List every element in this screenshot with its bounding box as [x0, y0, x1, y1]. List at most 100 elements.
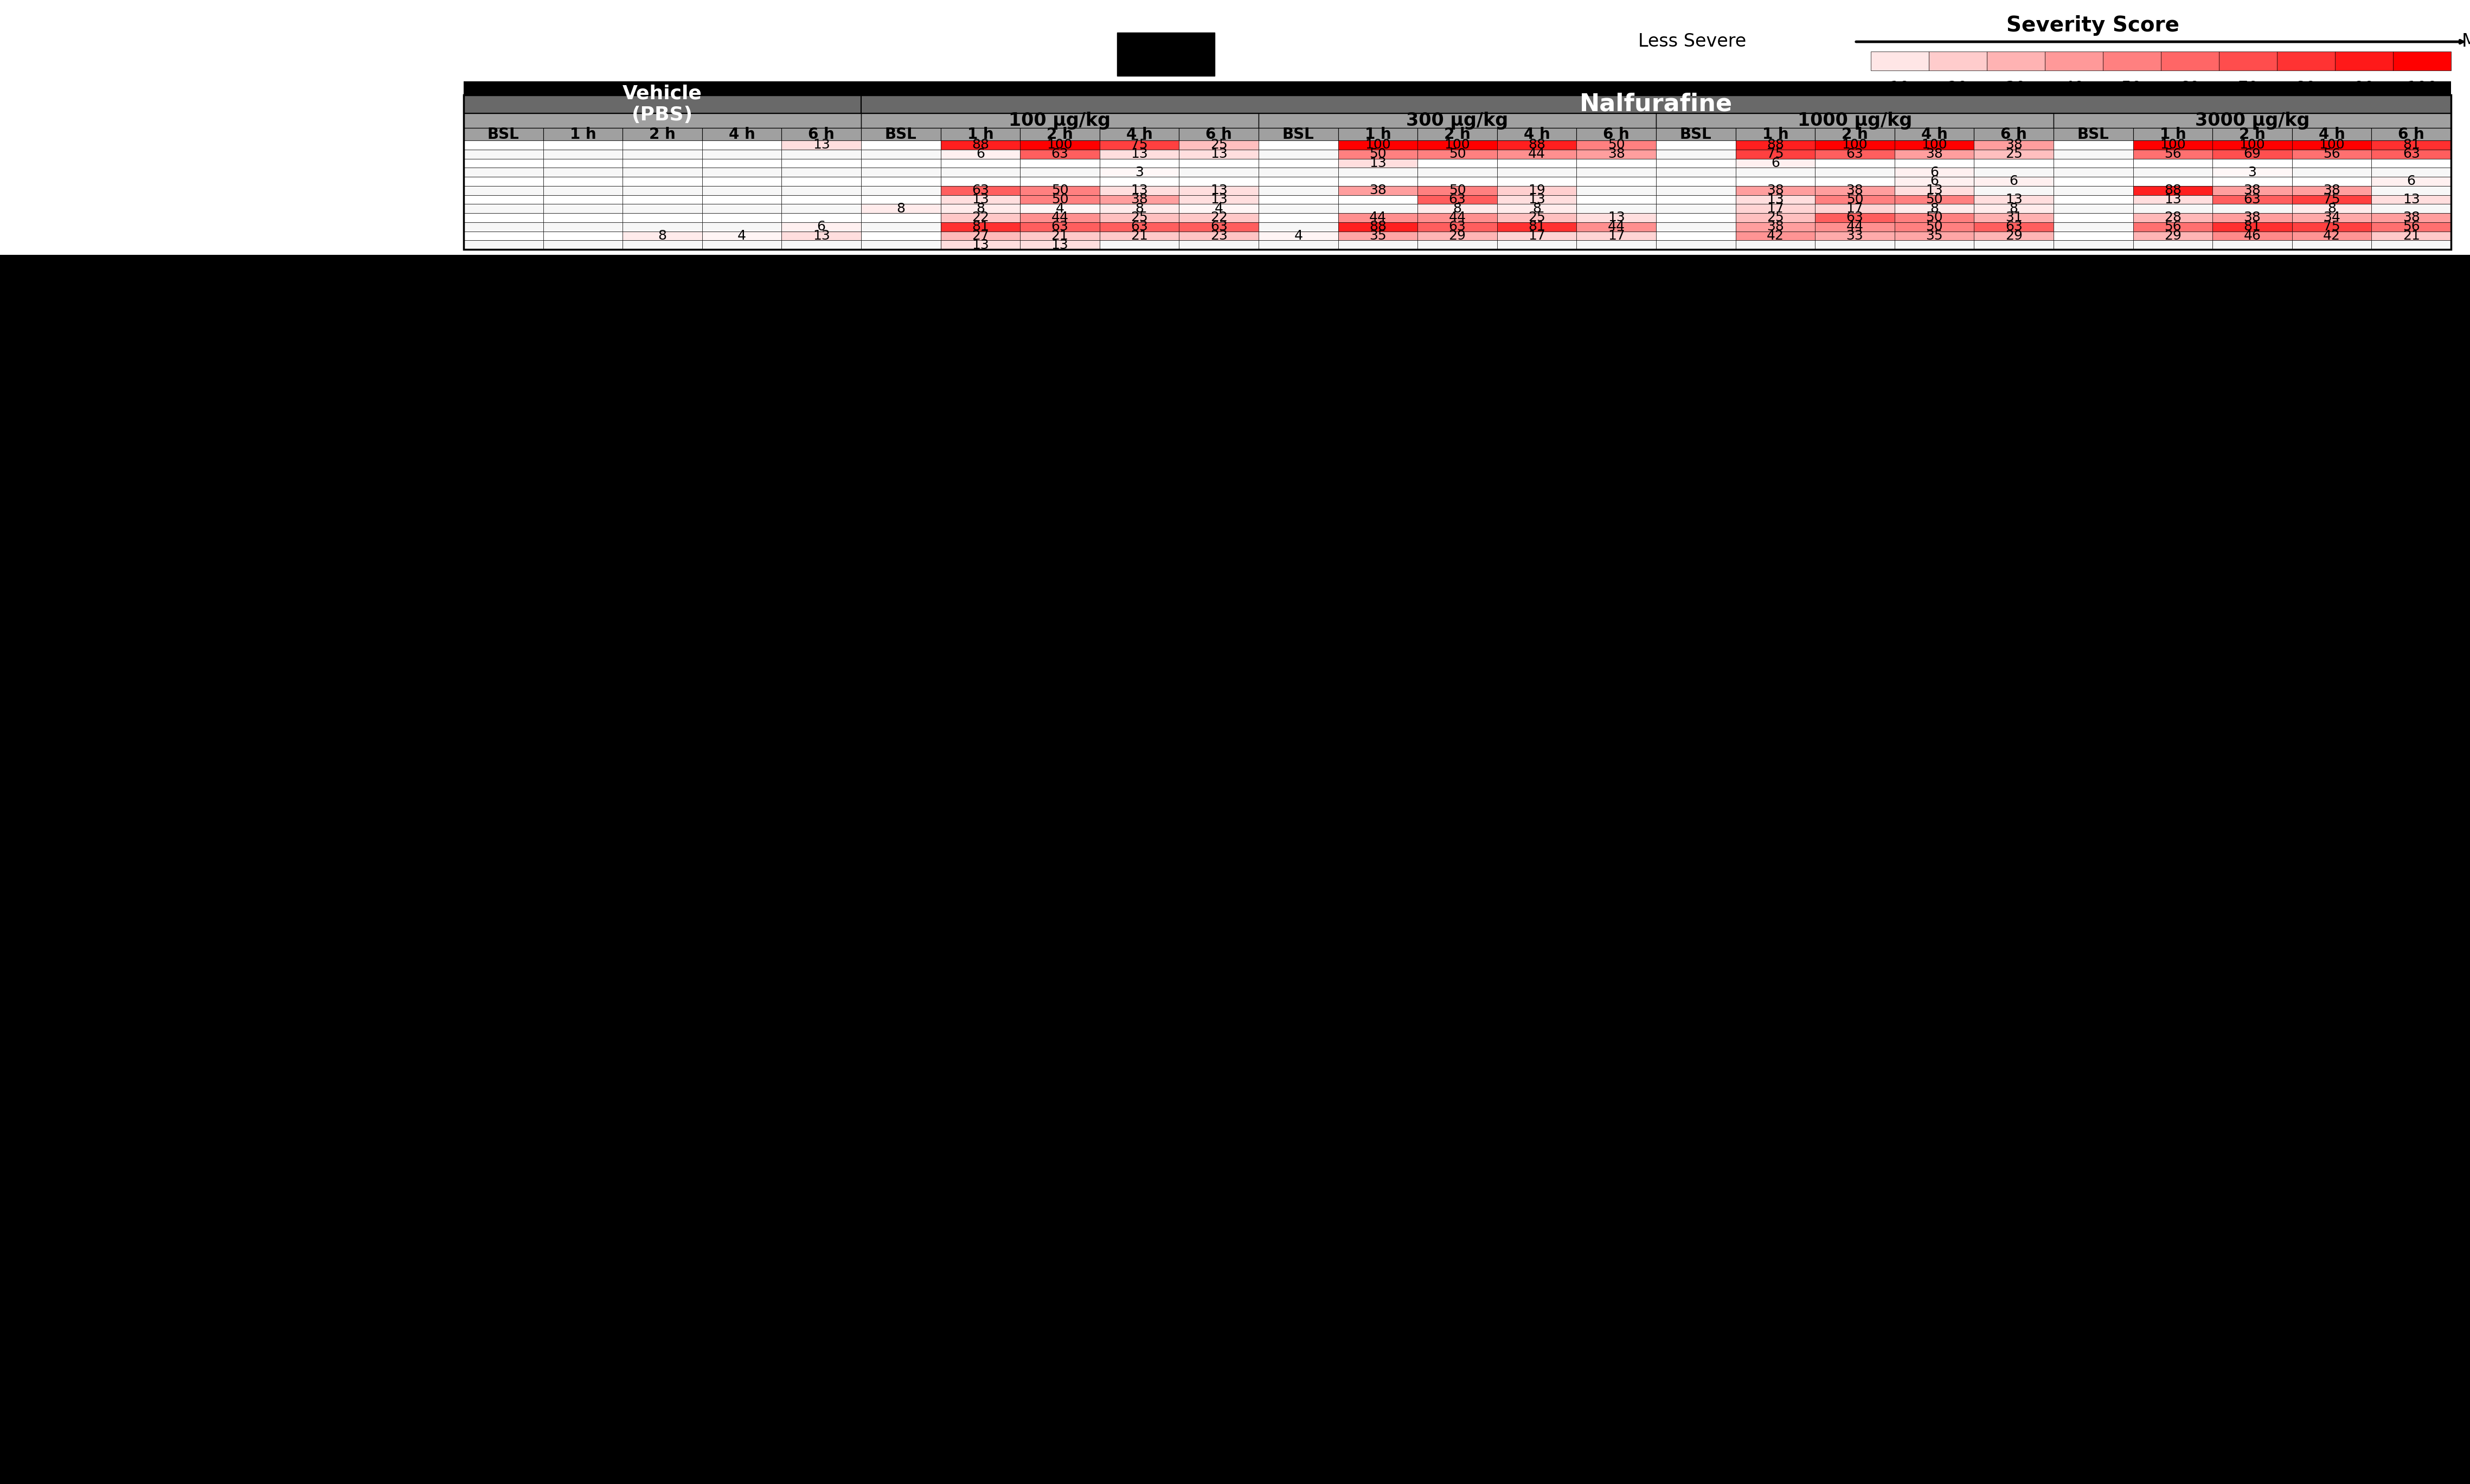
Bar	[1260, 177, 1339, 186]
Bar	[1986, 52, 2045, 70]
Bar	[2292, 186, 2371, 194]
Bar	[1576, 177, 1655, 186]
Text: 70: 70	[2238, 80, 2258, 96]
Bar	[862, 186, 941, 194]
Bar	[1655, 159, 1736, 168]
Text: 88: 88	[1766, 138, 1783, 151]
Text: 50: 50	[1608, 138, 1625, 151]
Bar	[781, 186, 862, 194]
Bar	[1020, 168, 1099, 177]
Bar	[464, 113, 862, 128]
Bar	[1339, 214, 1418, 223]
Bar	[543, 150, 622, 159]
Text: 44: 44	[1608, 220, 1625, 233]
Text: 56: 56	[2164, 220, 2181, 233]
Bar	[1497, 141, 1576, 150]
Bar	[1020, 232, 1099, 240]
Bar	[1339, 223, 1418, 232]
Bar	[543, 223, 622, 232]
Bar	[2213, 194, 2292, 203]
Bar	[543, 186, 622, 194]
Bar	[941, 150, 1020, 159]
Text: Less Severe: Less Severe	[1638, 33, 1746, 50]
Text: 38: 38	[2324, 184, 2342, 197]
Text: 13: 13	[971, 239, 988, 251]
Bar	[2292, 150, 2371, 159]
Bar	[781, 128, 862, 141]
Text: 6: 6	[2011, 175, 2018, 188]
Text: 34: 34	[2324, 211, 2342, 224]
Bar	[1020, 240, 1099, 249]
Bar	[2053, 128, 2134, 141]
Text: 3000 μg/kg: 3000 μg/kg	[2196, 111, 2309, 129]
Bar	[543, 194, 622, 203]
Text: 35: 35	[1927, 230, 1944, 242]
Bar	[1260, 194, 1339, 203]
Bar	[1497, 150, 1576, 159]
Text: 100: 100	[2406, 80, 2438, 96]
Text: 8: 8	[2327, 202, 2337, 215]
Text: 100: 100	[1445, 138, 1470, 151]
Text: 25: 25	[1131, 211, 1149, 224]
Bar	[543, 177, 622, 186]
Text: 63: 63	[1845, 211, 1862, 224]
Bar	[1497, 240, 1576, 249]
Bar	[622, 240, 701, 249]
Bar	[1020, 214, 1099, 223]
Bar	[1339, 232, 1418, 240]
Bar	[1497, 128, 1576, 141]
Bar	[2134, 232, 2213, 240]
Bar	[701, 232, 781, 240]
Bar	[464, 177, 543, 186]
Text: 13: 13	[1608, 211, 1625, 224]
Bar	[2213, 232, 2292, 240]
Bar	[2371, 159, 2450, 168]
Bar	[622, 223, 701, 232]
Text: 1 h: 1 h	[571, 126, 595, 142]
Bar	[1099, 150, 1178, 159]
Text: 6 h: 6 h	[2001, 126, 2028, 142]
Text: 38: 38	[2006, 138, 2023, 151]
Text: 6 h: 6 h	[808, 126, 835, 142]
Text: Nalfurafine: Nalfurafine	[1581, 92, 1731, 116]
Bar	[1655, 177, 1736, 186]
Bar	[1815, 203, 1894, 214]
Bar	[941, 128, 1020, 141]
Text: 60: 60	[2179, 80, 2201, 96]
Bar	[941, 203, 1020, 214]
Bar	[701, 168, 781, 177]
Text: 88: 88	[1368, 220, 1386, 233]
Text: 44: 44	[1052, 211, 1070, 224]
Text: Vehicle
(PBS): Vehicle (PBS)	[622, 85, 701, 125]
Bar	[1020, 141, 1099, 150]
Bar	[464, 232, 543, 240]
Bar	[1894, 141, 1974, 150]
Bar	[2053, 194, 2134, 203]
Bar	[1099, 159, 1178, 168]
Bar	[464, 95, 862, 113]
Bar	[2213, 214, 2292, 223]
Bar	[1974, 194, 2053, 203]
Bar	[464, 141, 543, 150]
Text: 38: 38	[2243, 211, 2260, 224]
Bar	[1497, 186, 1576, 194]
Bar	[464, 159, 543, 168]
Text: 13: 13	[2403, 193, 2421, 206]
Text: 13: 13	[1927, 184, 1944, 197]
Text: 6: 6	[2406, 175, 2416, 188]
Bar	[543, 232, 622, 240]
Bar	[1815, 177, 1894, 186]
Bar	[1576, 240, 1655, 249]
Text: 100: 100	[1366, 138, 1391, 151]
Bar	[2053, 177, 2134, 186]
Bar	[1974, 177, 2053, 186]
Text: 25: 25	[2006, 147, 2023, 160]
Text: 13: 13	[1210, 193, 1228, 206]
Bar	[1576, 141, 1655, 150]
Bar	[1894, 223, 1974, 232]
Text: 6: 6	[818, 220, 825, 233]
Bar	[2213, 177, 2292, 186]
Bar	[1099, 141, 1178, 150]
Text: 2 h: 2 h	[1047, 126, 1072, 142]
Text: 38: 38	[2403, 211, 2421, 224]
